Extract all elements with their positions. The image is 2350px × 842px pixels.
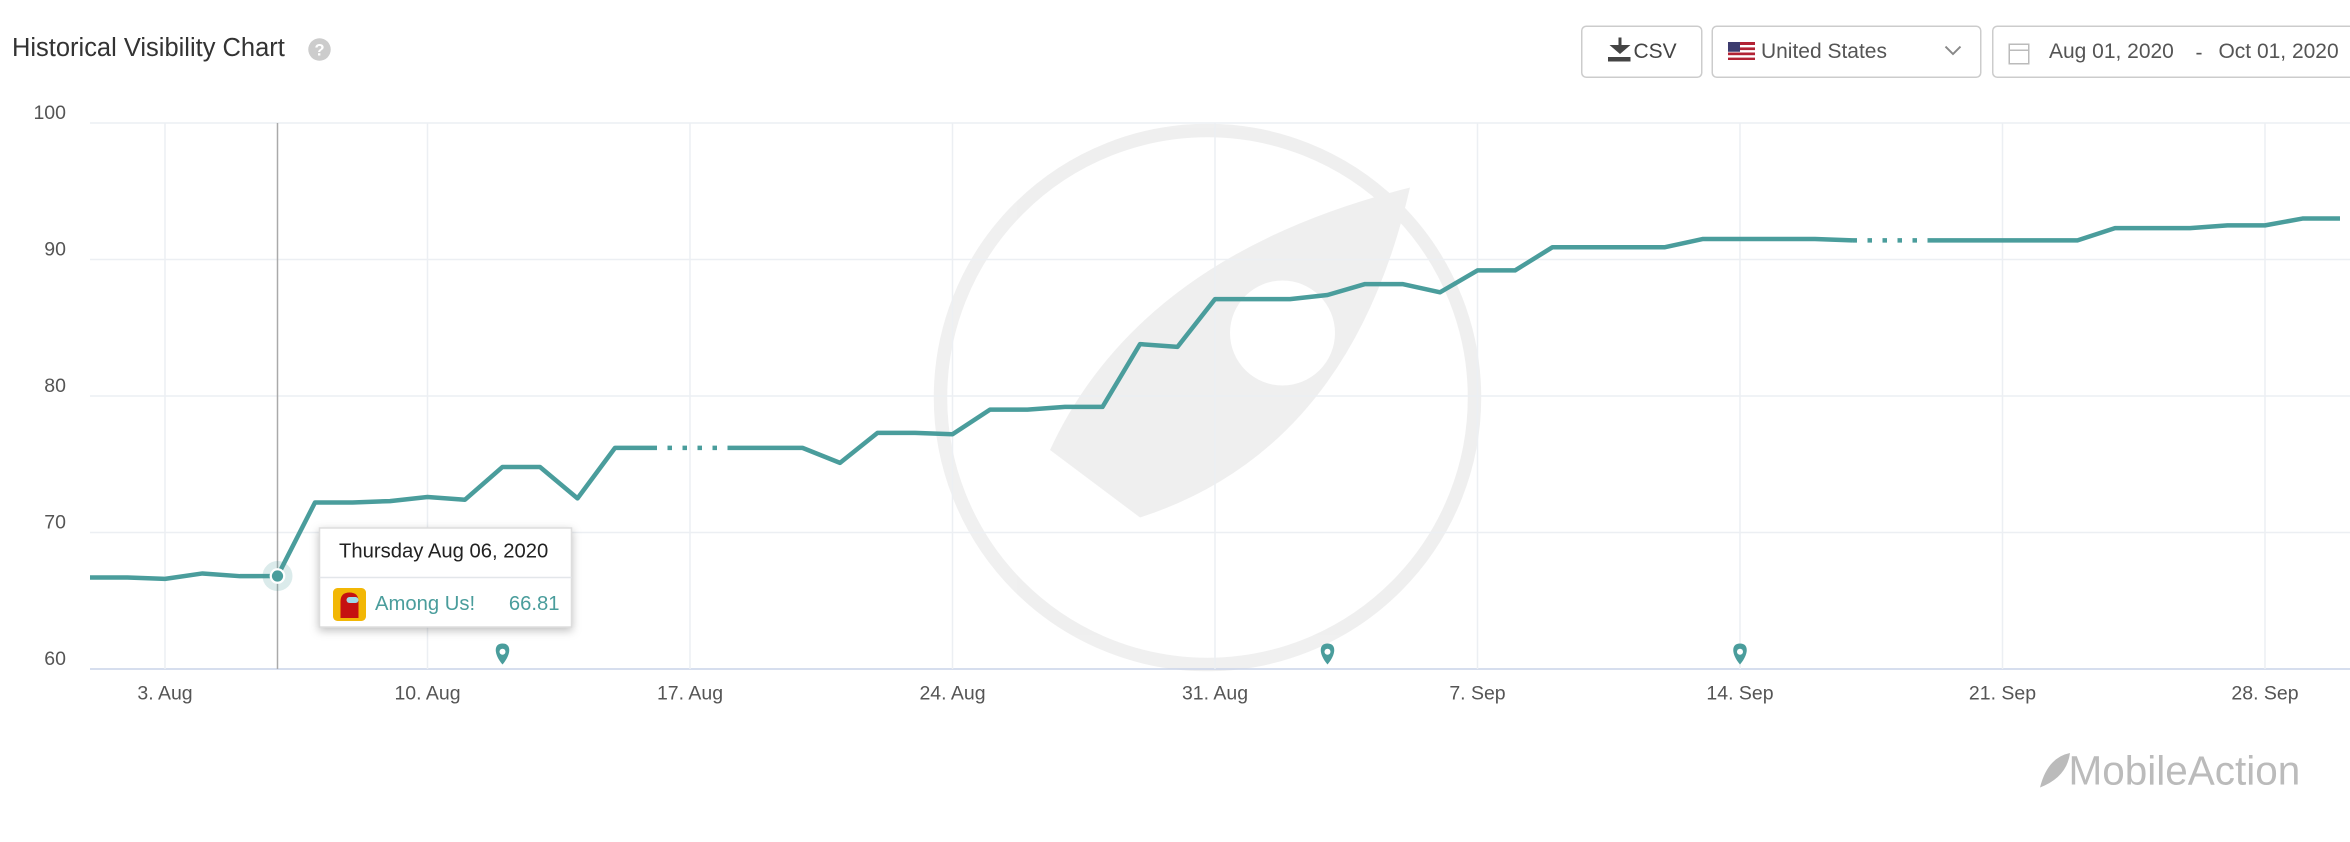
- date-to: Oct 01, 2020: [2218, 40, 2338, 63]
- help-icon-glyph: ?: [314, 41, 324, 59]
- hover-point: [269, 568, 286, 584]
- csv-label: CSV: [1633, 40, 1676, 63]
- y-tick-label: 60: [44, 648, 66, 670]
- pin-hole: [499, 648, 506, 655]
- y-tick-label: 80: [44, 375, 66, 397]
- y-tick-label: 90: [44, 239, 66, 261]
- pin-hole: [1324, 648, 1331, 655]
- event-pin: [1320, 643, 1335, 665]
- y-tick-label: 100: [33, 102, 66, 124]
- x-tick-label: 28. Sep: [2231, 683, 2298, 705]
- x-tick-label: 10. Aug: [394, 683, 460, 705]
- event-pin: [495, 643, 510, 665]
- tooltip-series: Among Us!: [375, 593, 475, 615]
- app-icon-visor: [346, 597, 359, 604]
- watermark: [933, 123, 1482, 672]
- x-tick-label: 24. Aug: [919, 683, 985, 705]
- y-tick-label: 70: [44, 512, 66, 534]
- tooltip-date: Thursday Aug 06, 2020: [339, 540, 548, 562]
- x-tick-label: 31. Aug: [1182, 683, 1248, 705]
- x-tick-label: 21. Sep: [1969, 683, 2036, 705]
- download-icon: [1607, 37, 1631, 62]
- x-tick-label: 3. Aug: [137, 683, 192, 705]
- brand-logo: MobileAction: [2039, 748, 2300, 794]
- dropdown-caret: [1944, 45, 1962, 56]
- x-tick-label: 17. Aug: [657, 683, 723, 705]
- x-tick-label: 14. Sep: [1706, 683, 1773, 705]
- series-line: [89, 216, 2340, 582]
- pin-hole: [1736, 648, 1743, 655]
- app-icon-figure: [340, 592, 359, 619]
- tooltip-value: 66.81: [509, 593, 560, 615]
- title: Historical Visibility Chart: [12, 34, 285, 62]
- country-select[interactable]: [1711, 25, 1982, 79]
- date-separator: -: [2195, 42, 2202, 65]
- calendar-icon: [2008, 43, 2030, 65]
- date-range[interactable]: [1991, 25, 2350, 79]
- flag: [1727, 42, 1755, 61]
- help-icon[interactable]: [308, 38, 331, 61]
- brand-name: MobileAction: [2068, 748, 2300, 794]
- csv-button[interactable]: [1580, 25, 1703, 79]
- event-pin: [1733, 643, 1747, 665]
- plot-area: 60 70 80 90 100 3. Aug 10. Aug 17. Aug 24. Aug 31…: [33, 102, 2350, 705]
- x-tick-label: 7. Sep: [1449, 683, 1505, 705]
- date-from: Aug 01, 2020: [2049, 40, 2174, 63]
- country-label: United States: [1761, 40, 1887, 63]
